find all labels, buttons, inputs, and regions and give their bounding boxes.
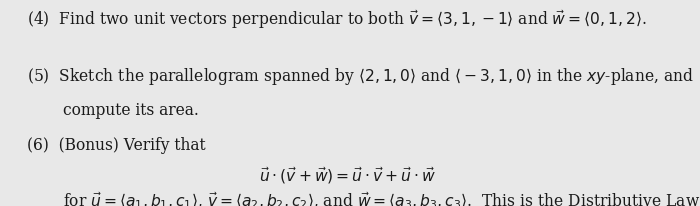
Text: for $\vec{u} = \langle a_1, b_1, c_1 \rangle$, $\vec{v} = \langle a_2, b_2, c_2 : for $\vec{u} = \langle a_1, b_1, c_1 \ra… xyxy=(63,191,700,206)
Text: (4)  Find two unit vectors perpendicular to both $\vec{v} = \langle 3, 1, -1 \ra: (4) Find two unit vectors perpendicular … xyxy=(27,9,646,32)
Text: (5)  Sketch the parallelogram spanned by $\langle 2, 1, 0 \rangle$ and $\langle : (5) Sketch the parallelogram spanned by … xyxy=(27,66,694,87)
Text: compute its area.: compute its area. xyxy=(63,102,199,119)
Text: (6)  (Bonus) Verify that: (6) (Bonus) Verify that xyxy=(27,137,205,154)
Text: $\vec{u} \cdot (\vec{v} + \vec{w}) = \vec{u} \cdot \vec{v} + \vec{u} \cdot \vec{: $\vec{u} \cdot (\vec{v} + \vec{w}) = \ve… xyxy=(259,166,436,186)
